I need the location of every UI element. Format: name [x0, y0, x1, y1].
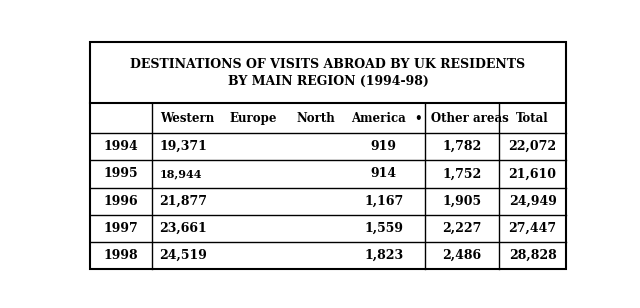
Text: 1,823: 1,823	[364, 249, 403, 262]
Text: 19,371: 19,371	[159, 140, 207, 153]
Text: 27,447: 27,447	[509, 222, 557, 235]
Text: Western: Western	[160, 112, 214, 125]
Text: 21,610: 21,610	[509, 168, 557, 180]
Text: 28,828: 28,828	[509, 249, 556, 262]
Text: 914: 914	[371, 168, 397, 180]
Text: 2,486: 2,486	[442, 249, 481, 262]
Text: 21,877: 21,877	[159, 195, 207, 208]
Text: 1996: 1996	[104, 195, 138, 208]
Text: 1997: 1997	[104, 222, 138, 235]
Text: 1995: 1995	[104, 168, 138, 180]
Text: 2,227: 2,227	[442, 222, 482, 235]
Text: 1,752: 1,752	[442, 168, 481, 180]
Text: DESTINATIONS OF VISITS ABROAD BY UK RESIDENTS
BY MAIN REGION (1994-98): DESTINATIONS OF VISITS ABROAD BY UK RESI…	[131, 58, 525, 87]
Text: 22,072: 22,072	[509, 140, 557, 153]
Text: America: America	[351, 112, 406, 125]
Text: 1,167: 1,167	[364, 195, 403, 208]
Text: 18,944: 18,944	[159, 168, 202, 180]
Text: 1998: 1998	[104, 249, 138, 262]
Text: 1,559: 1,559	[364, 222, 403, 235]
Text: 1,782: 1,782	[442, 140, 481, 153]
Text: North: North	[296, 112, 335, 125]
Text: 919: 919	[371, 140, 397, 153]
Text: 24,949: 24,949	[509, 195, 557, 208]
Text: 23,661: 23,661	[159, 222, 207, 235]
Text: •  Other areas: • Other areas	[415, 112, 509, 125]
Text: Europe: Europe	[229, 112, 276, 125]
Text: 24,519: 24,519	[159, 249, 207, 262]
Text: 1994: 1994	[104, 140, 138, 153]
Text: Total: Total	[516, 112, 549, 125]
Text: 1,905: 1,905	[442, 195, 481, 208]
